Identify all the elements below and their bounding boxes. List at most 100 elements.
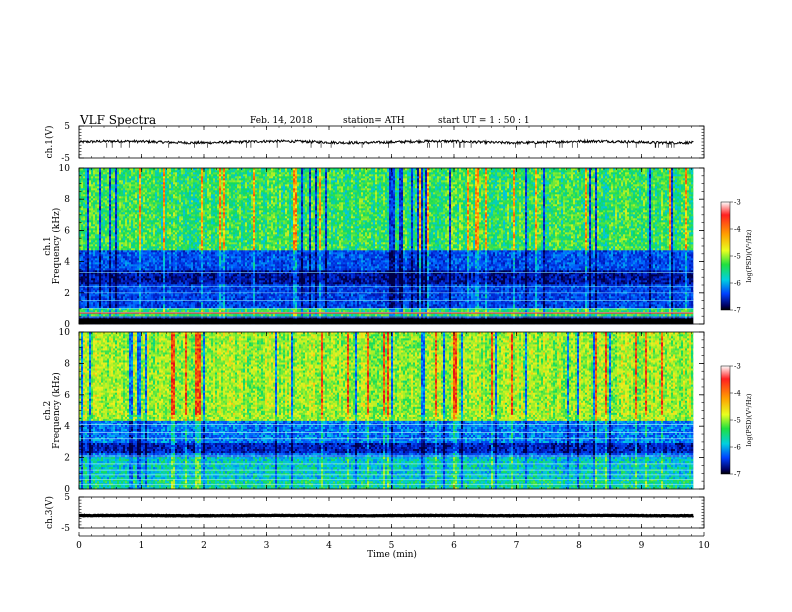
spectrogram-cell — [459, 296, 461, 298]
spectrogram-cell — [343, 304, 345, 306]
spectrogram-cell — [643, 302, 645, 304]
spectrogram-cell — [195, 314, 197, 316]
spectrogram-cell — [569, 314, 571, 316]
spectrogram-cell — [521, 314, 523, 316]
spectrogram-cell — [273, 304, 275, 306]
spectrogram-cell — [473, 298, 475, 300]
spectrogram-cell — [583, 314, 585, 316]
spectrogram-cell — [185, 298, 187, 300]
spectrogram-cell — [213, 304, 215, 306]
spectrogram-cell — [633, 306, 635, 308]
spectrogram-cell — [305, 304, 307, 306]
spectrogram-cell — [135, 304, 137, 306]
spectrogram-cell — [497, 294, 499, 296]
spectrogram-cell — [177, 306, 179, 308]
spectrogram-cell — [683, 296, 685, 298]
spectrogram-cell — [571, 302, 573, 304]
spectrogram-cell — [121, 294, 123, 296]
spectrogram-cell — [537, 314, 539, 316]
spectrogram-cell — [227, 314, 229, 316]
spectrogram-cell — [201, 298, 203, 300]
spectrogram-cell — [401, 306, 403, 308]
spectrogram-cell — [265, 298, 267, 300]
spectrogram-cell — [515, 314, 517, 316]
spectrogram-cell — [329, 298, 331, 300]
spectrogram-cell — [379, 296, 381, 298]
spectrogram-cell — [365, 304, 367, 306]
spectrogram-cell — [95, 298, 97, 300]
spectrogram-cell — [383, 296, 385, 298]
spectrogram-cell — [403, 314, 405, 316]
spectrogram-cell — [633, 294, 635, 296]
spectrogram-cell — [455, 296, 457, 298]
spectrogram-cell — [625, 298, 627, 300]
spectrogram-cell — [285, 304, 287, 306]
spectrogram-cell — [483, 302, 485, 304]
spectrogram-cell — [571, 306, 573, 308]
spectrogram-cell — [665, 306, 667, 308]
spectrogram-cell — [121, 296, 123, 298]
spectrogram-cell — [93, 296, 95, 298]
spectrogram-cell — [411, 302, 413, 304]
spectrogram-cell — [653, 302, 655, 304]
spectrogram-cell — [357, 306, 359, 308]
spectrogram-cell — [255, 294, 257, 296]
spectrogram-cell — [317, 296, 319, 298]
spectrogram-cell — [489, 304, 491, 306]
spectrogram-cell — [225, 302, 227, 304]
spectrogram-cell — [319, 302, 321, 304]
spectrogram-cell — [503, 296, 505, 298]
spectrogram-cell — [305, 302, 307, 304]
spectrogram-cell — [565, 306, 567, 308]
spectrogram-cell — [347, 302, 349, 304]
spectrogram-cell — [265, 302, 267, 304]
spectrogram-cell — [243, 306, 245, 308]
spectrogram-cell — [113, 314, 115, 316]
spectrogram-cell — [567, 314, 569, 316]
spectrogram-cell — [573, 304, 575, 306]
spectrogram-cell — [645, 298, 647, 300]
spectrogram-cell — [409, 304, 411, 306]
spectrogram-cell — [605, 294, 607, 296]
spectrogram-cell — [513, 314, 515, 316]
spectrogram-cell — [531, 306, 533, 308]
spectrogram-cell — [489, 298, 491, 300]
spectrogram-cell — [577, 302, 579, 304]
spectrogram-cell — [579, 314, 581, 316]
spectrogram-cell — [525, 304, 527, 306]
spectrogram-cell — [201, 304, 203, 306]
spectrogram-cell — [419, 298, 421, 300]
spectrogram-cell — [121, 314, 123, 316]
spectrogram-cell — [441, 296, 443, 298]
spectrogram-cell — [665, 294, 667, 296]
spectrogram-cell — [141, 302, 143, 304]
spectrogram-cell — [113, 298, 115, 300]
spectrogram-cell — [661, 304, 663, 306]
spectrogram-cell — [275, 302, 277, 304]
spectrogram-cell — [105, 306, 107, 308]
spectrogram-cell — [437, 306, 439, 308]
spectrogram-cell — [101, 294, 103, 296]
spectrogram-cell — [523, 306, 525, 308]
spectrogram-cell — [507, 314, 509, 316]
spectrogram-cell — [623, 296, 625, 298]
spectrogram-cell — [111, 306, 113, 308]
spectrogram-cell — [445, 304, 447, 306]
spectrogram-cell — [375, 298, 377, 300]
spectrogram-cell — [109, 302, 111, 304]
spectrogram-cell — [353, 294, 355, 296]
spectrogram-cell — [541, 294, 543, 296]
spectrogram-cell — [687, 296, 689, 298]
spectrogram-cell — [231, 304, 233, 306]
spectrogram-cell — [201, 302, 203, 304]
spectrogram-cell — [569, 294, 571, 296]
spectrogram-cell — [415, 304, 417, 306]
spectrogram-cell — [87, 304, 89, 306]
spectrogram-cell — [393, 304, 395, 306]
spectrogram-cell — [235, 302, 237, 304]
spectrogram-cell — [235, 298, 237, 300]
spectrogram-cell — [593, 296, 595, 298]
spectrogram-cell — [351, 294, 353, 296]
spectrogram-cell — [651, 294, 653, 296]
spectrogram-cell — [443, 304, 445, 306]
